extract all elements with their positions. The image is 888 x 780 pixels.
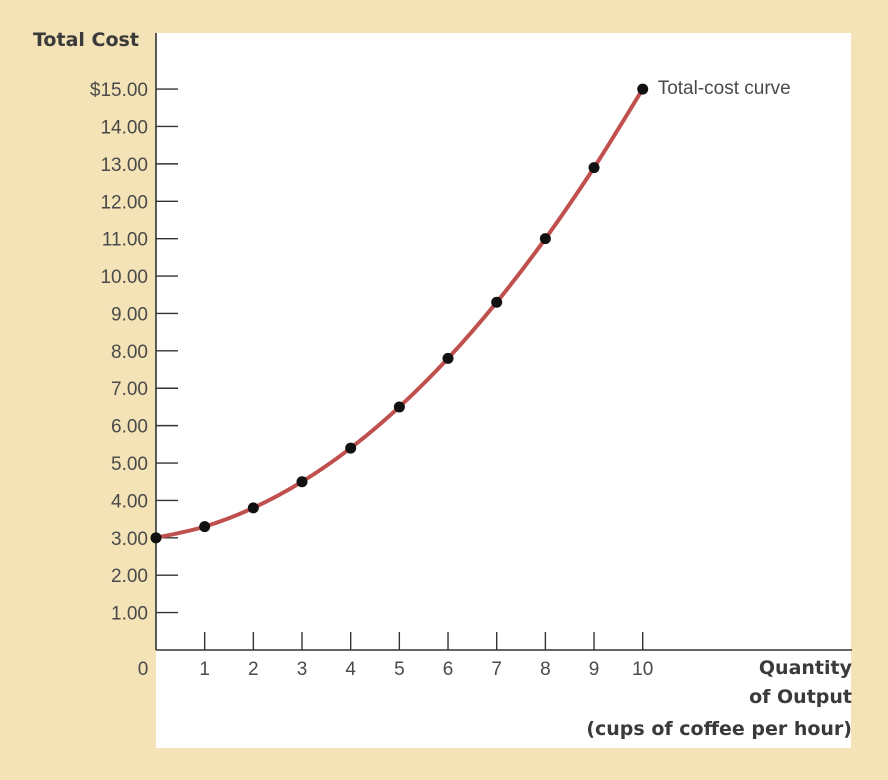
- x-tick-label: 1: [199, 659, 210, 680]
- y-tick-label: 8.00: [111, 342, 148, 363]
- x-tick-label: 3: [297, 659, 308, 680]
- y-tick-label: 3.00: [111, 529, 148, 550]
- data-point: [199, 521, 211, 533]
- plot-area: [156, 33, 851, 748]
- data-point: [393, 401, 405, 413]
- data-points: [150, 83, 649, 544]
- y-tick-label: 4.00: [111, 491, 148, 512]
- data-point: [442, 352, 454, 364]
- y-tick-label: 11.00: [102, 230, 148, 251]
- y-tick-label: 9.00: [111, 304, 148, 325]
- data-point: [296, 476, 308, 488]
- x-tick-label: 4: [345, 659, 356, 680]
- y-tick-label: 10.00: [100, 267, 148, 288]
- x-tick-label: 10: [632, 659, 653, 680]
- y-axis-title: Total Cost: [33, 29, 139, 51]
- x-tick-label: 0: [138, 659, 149, 680]
- y-tick-label: 14.00: [100, 117, 148, 138]
- y-tick-label: 1.00: [111, 604, 148, 625]
- data-point: [345, 442, 357, 454]
- data-point: [491, 296, 503, 308]
- total-cost-curve: [154, 87, 645, 540]
- y-axis-ticks: 1.00 2.00 3.00 4.00 5.00 6.00 7.00 8.00 9.00 10.0…: [90, 80, 178, 625]
- x-axis-ticks: 0 1 2 3 4 5 6 7 8 9 10: [138, 632, 653, 680]
- x-tick-label: 7: [491, 659, 502, 680]
- y-tick-label: 12.00: [100, 192, 148, 213]
- data-point: [539, 233, 551, 245]
- x-axis-title-line-3: (cups of coffee per hour): [586, 718, 852, 740]
- y-tick-label: 6.00: [111, 417, 148, 438]
- x-tick-label: 5: [394, 659, 405, 680]
- data-point: [637, 83, 649, 95]
- y-tick-label: 5.00: [111, 454, 148, 475]
- x-tick-label: 9: [589, 659, 600, 680]
- x-tick-label: 2: [248, 659, 259, 680]
- x-tick-label: 6: [443, 659, 454, 680]
- y-tick-label: $15.00: [90, 80, 148, 101]
- x-axis-title-line-2: of Output: [749, 686, 852, 708]
- data-point: [150, 532, 162, 544]
- data-point: [247, 502, 259, 514]
- x-axis-title-line-1: Quantity: [759, 657, 853, 679]
- curve-label: Total-cost curve: [658, 78, 791, 99]
- y-tick-label: 7.00: [111, 379, 148, 400]
- y-tick-label: 2.00: [111, 566, 148, 587]
- y-tick-label: 13.00: [100, 155, 148, 176]
- x-tick-label: 8: [540, 659, 551, 680]
- data-point: [588, 162, 600, 174]
